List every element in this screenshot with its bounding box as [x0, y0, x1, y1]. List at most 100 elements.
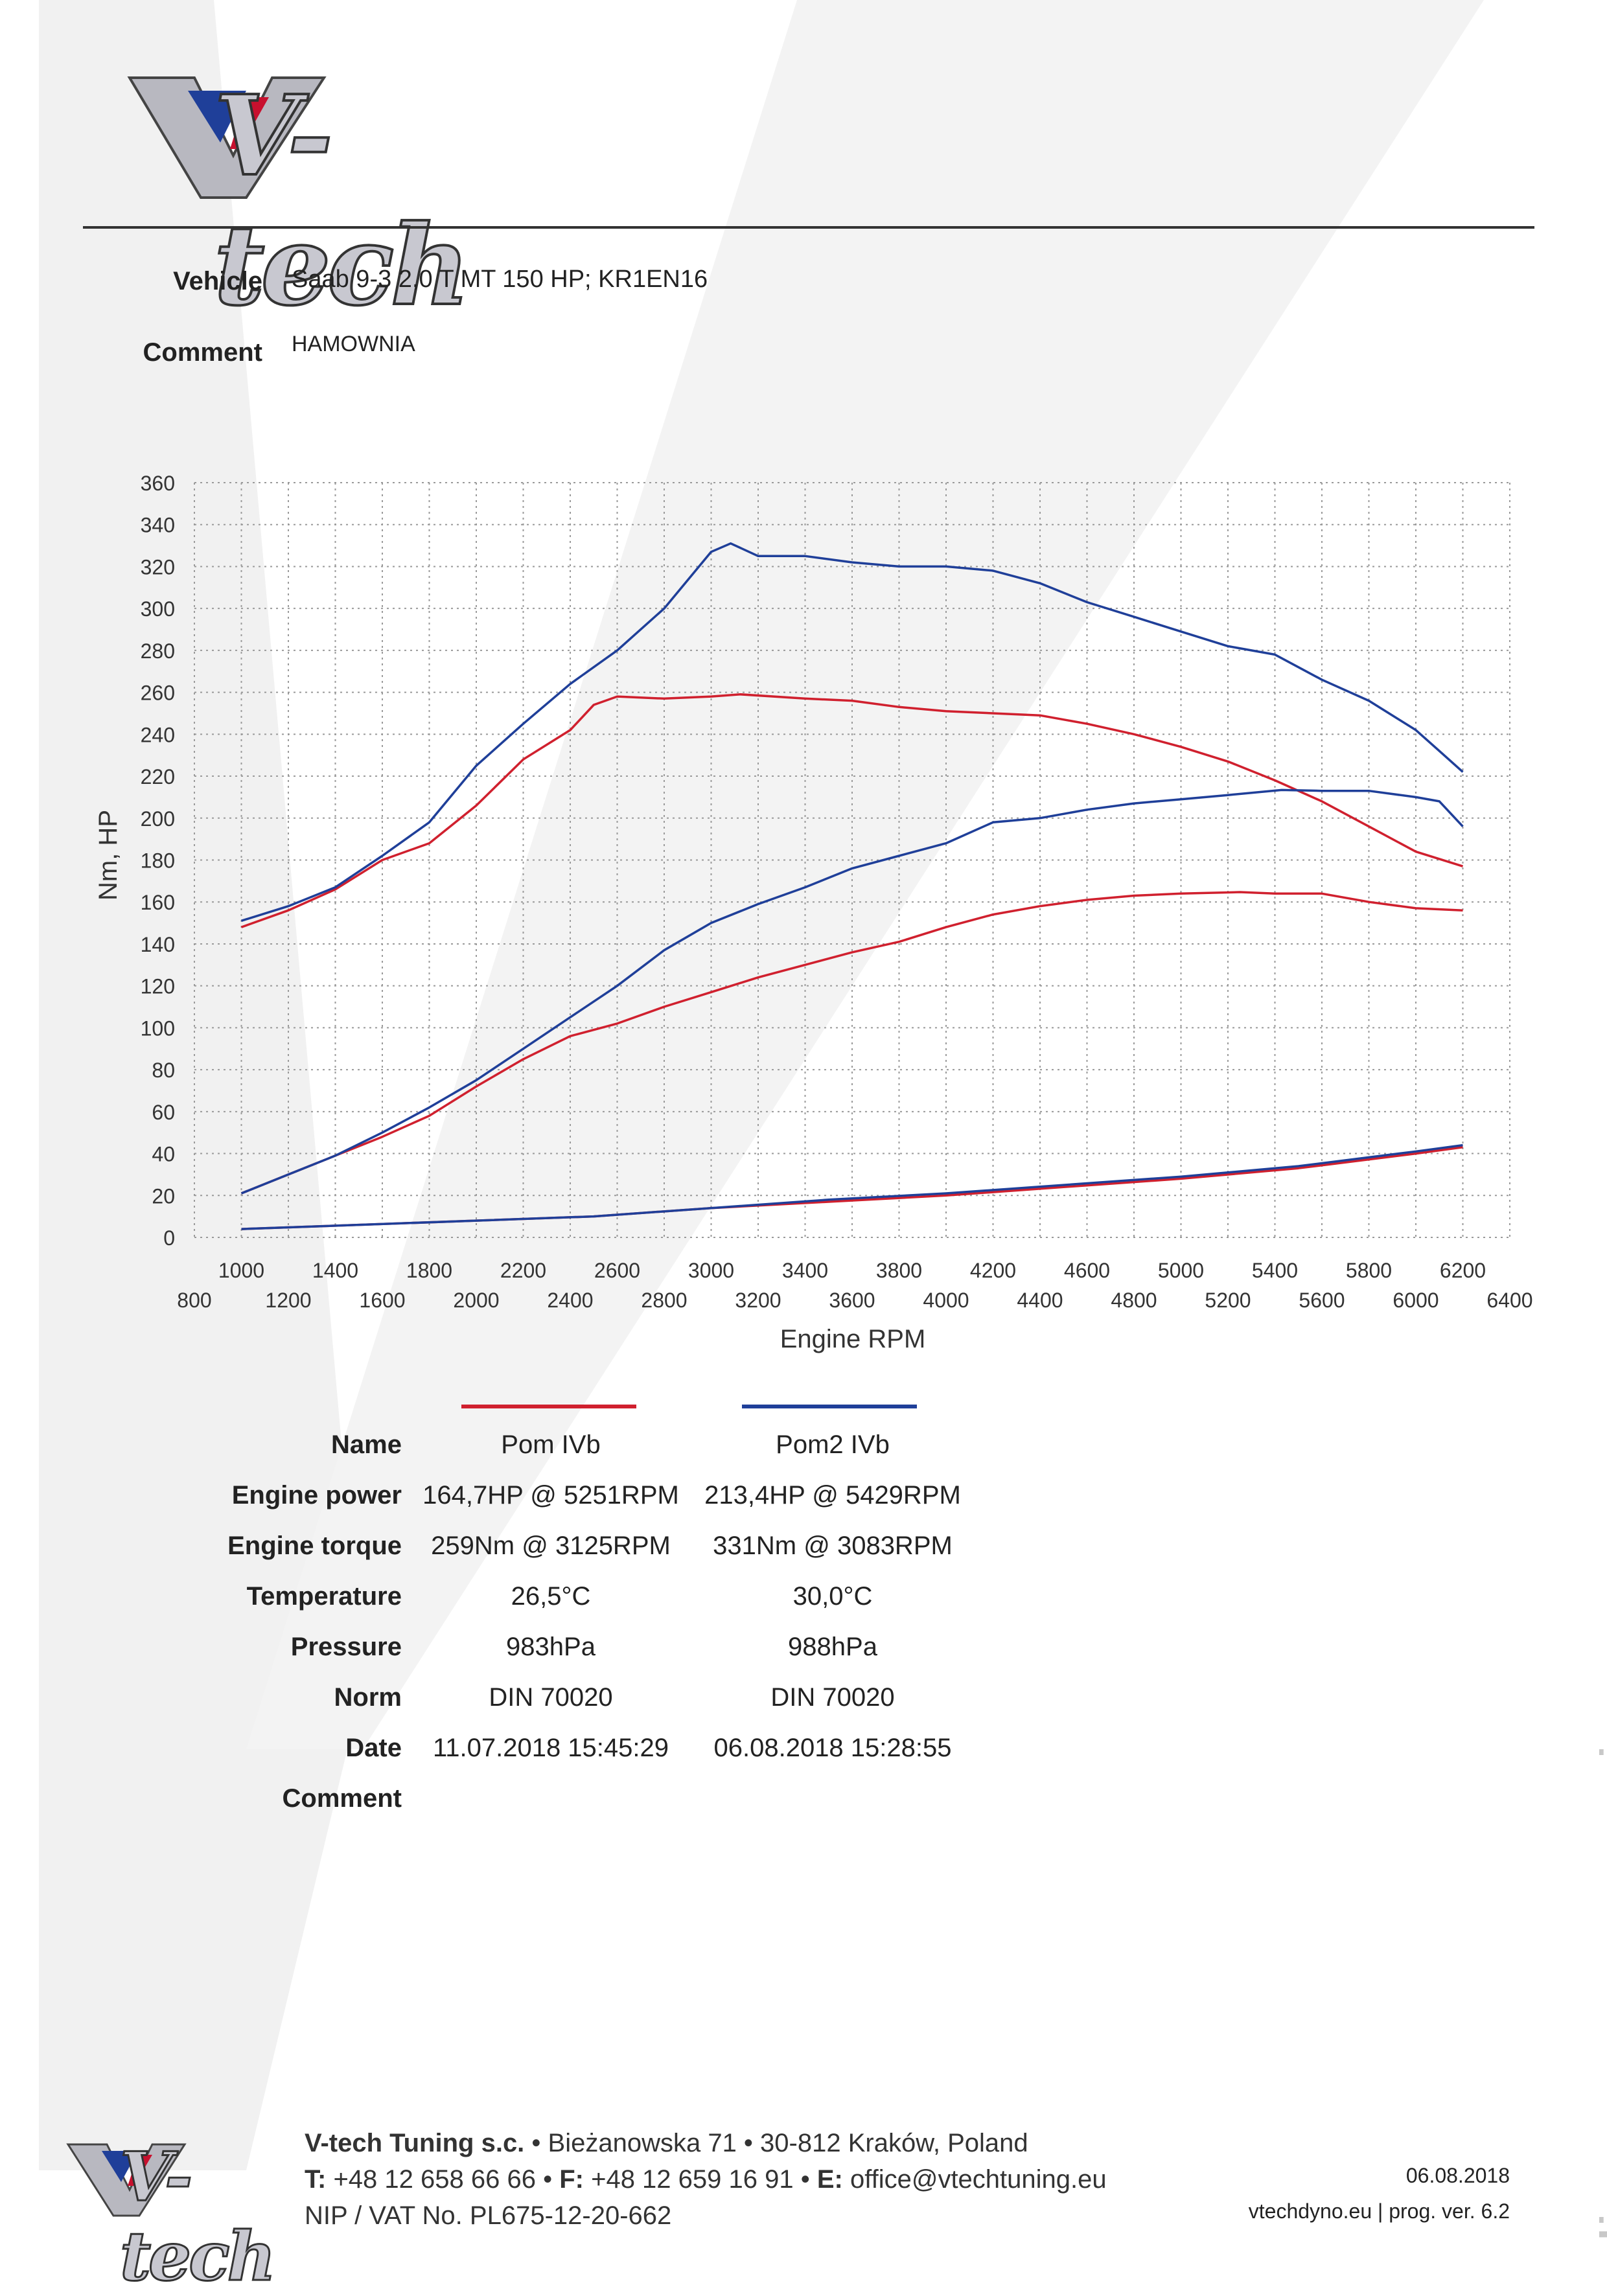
y-tick-label: 180 [141, 849, 175, 873]
x-tick-label: 5400 [1252, 1259, 1298, 1282]
vat-number: NIP / VAT No. PL675-12-20-662 [305, 2201, 672, 2230]
legend-run2-line [742, 1405, 917, 1408]
vtech-logo: V-tech [117, 58, 480, 332]
y-tick-label: 140 [141, 933, 175, 956]
y-tick-label: 300 [141, 597, 175, 621]
x-tick-label: 3800 [876, 1259, 922, 1282]
series-line [240, 788, 1464, 1195]
y-tick-label: 320 [141, 555, 175, 579]
footer-company-info: V-tech Tuning s.c. • Bieżanowska 71 • 30… [305, 2125, 1107, 2234]
engine-power-label: Engine power [231, 1481, 402, 1510]
x-tick-label: 3400 [782, 1259, 828, 1282]
vehicle-value: Saab 9-3 2,0 T MT 150 HP; KR1EN16 [292, 266, 708, 293]
x-tick-label: 5600 [1299, 1289, 1345, 1312]
run1-temperature: 26,5°C [511, 1582, 591, 1611]
results-comment-label: Comment [282, 1784, 402, 1813]
engine-torque-label: Engine torque [227, 1532, 402, 1560]
x-tick-label: 4000 [923, 1289, 969, 1312]
x-tick-label: 6000 [1393, 1289, 1439, 1312]
vehicle-label: Vehicle [173, 267, 262, 295]
y-tick-label: 0 [163, 1226, 175, 1250]
y-tick-label: 160 [141, 891, 175, 914]
series-line [240, 891, 1463, 1195]
x-tick-label: 4800 [1111, 1289, 1157, 1312]
y-axis-ticks: 0 20 40 60 80 100 120 140 160 180 200 220 240 260 280 3… [141, 472, 175, 1250]
run1-torque: 259Nm @ 3125RPM [431, 1532, 671, 1560]
run1-power: 164,7HP @ 5251RPM [422, 1481, 679, 1510]
run1-name: Pom IVb [501, 1430, 601, 1459]
x-tick-label: 2400 [547, 1289, 593, 1312]
y-tick-label: 100 [141, 1016, 175, 1040]
y-tick-label: 280 [141, 639, 175, 663]
run2-torque: 331Nm @ 3083RPM [713, 1532, 953, 1560]
x-tick-label: 4400 [1017, 1289, 1063, 1312]
x-tick-label: 5200 [1205, 1289, 1251, 1312]
email-label: E: [816, 2165, 843, 2194]
y-axis-label: Nm, HP [94, 810, 122, 901]
series-line [240, 542, 1464, 922]
x-tick-label: 1000 [218, 1259, 264, 1282]
x-tick-label: 3200 [735, 1289, 781, 1312]
pressure-label: Pressure [290, 1633, 402, 1661]
y-tick-label: 260 [141, 682, 175, 705]
y-tick-label: 40 [152, 1143, 175, 1166]
x-tick-label: 6200 [1440, 1259, 1486, 1282]
x-tick-label: 1800 [406, 1259, 452, 1282]
run1-norm: DIN 70020 [489, 1683, 613, 1712]
footer-contact-line: T: +48 12 658 66 66 • F: +48 12 659 16 9… [305, 2161, 1107, 2198]
x-tick-label: 2600 [594, 1259, 640, 1282]
series-line [241, 1143, 1463, 1230]
temperature-label: Temperature [246, 1582, 402, 1611]
norm-label: Norm [334, 1683, 402, 1712]
comment-label: Comment [143, 338, 262, 367]
x-tick-label: 3000 [688, 1259, 734, 1282]
phone-label: T: [305, 2165, 327, 2194]
run2-norm: DIN 70020 [770, 1683, 895, 1712]
run1-date: 11.07.2018 15:45:29 [432, 1734, 669, 1762]
x-tick-label: 5000 [1158, 1259, 1204, 1282]
x-tick-label: 4200 [970, 1259, 1016, 1282]
slogan-text: discover your car again [1591, 1715, 1607, 2255]
x-tick-label: 4600 [1064, 1259, 1110, 1282]
name-label: Name [331, 1430, 402, 1459]
y-tick-label: 120 [141, 975, 175, 998]
logo-text: V-tech [213, 70, 472, 332]
legend-run1-line [461, 1405, 636, 1408]
x-tick-label: 6400 [1486, 1289, 1532, 1312]
date-label: Date [345, 1734, 402, 1762]
run2-pressure: 988hPa [788, 1633, 877, 1661]
run2-temperature: 30,0°C [792, 1582, 873, 1611]
x-axis-label: Engine RPM [780, 1325, 926, 1353]
x-tick-label: 2800 [641, 1289, 687, 1312]
x-tick-label: 3600 [829, 1289, 875, 1312]
header-divider [83, 226, 1534, 229]
x-axis-ticks: 800 1000120014001600180020002200240026002… [177, 1259, 1532, 1312]
footer-vtech-logo: V-tech [62, 2131, 282, 2296]
email-address: office@vtechtuning.eu [842, 2165, 1107, 2194]
footer-logo-text: V-tech [119, 2136, 277, 2296]
y-tick-label: 220 [141, 765, 175, 788]
print-date: 06.08.2018 [1405, 2164, 1510, 2187]
company-name: V-tech Tuning s.c. [305, 2129, 525, 2157]
x-tick-label: 1200 [265, 1289, 311, 1312]
series-line [240, 693, 1464, 928]
phone-number: +48 12 658 66 66 • [326, 2165, 560, 2194]
y-tick-label: 360 [141, 472, 175, 495]
chart-series [240, 542, 1464, 1230]
x-tick-label: 5800 [1346, 1259, 1392, 1282]
x-tick-label: 2000 [453, 1289, 499, 1312]
x-tick-label: 2200 [500, 1259, 546, 1282]
x-tick-label: 1400 [312, 1259, 358, 1282]
run1-pressure: 983hPa [506, 1633, 595, 1661]
footer-address-line: V-tech Tuning s.c. • Bieżanowska 71 • 30… [305, 2125, 1107, 2161]
run2-name: Pom2 IVb [776, 1430, 890, 1459]
run2-power: 213,4HP @ 5429RPM [704, 1481, 961, 1510]
y-tick-label: 60 [152, 1101, 175, 1124]
company-address: • Bieżanowska 71 • 30-812 Kraków, Poland [524, 2129, 1028, 2157]
program-version: vtechdyno.eu | prog. ver. 6.2 [1248, 2199, 1510, 2223]
comment-value: HAMOWNIA [292, 332, 415, 356]
y-tick-label: 340 [141, 514, 175, 537]
y-tick-label: 80 [152, 1059, 175, 1082]
y-tick-label: 200 [141, 807, 175, 831]
fax-number: +48 12 659 16 91 • [583, 2165, 817, 2194]
